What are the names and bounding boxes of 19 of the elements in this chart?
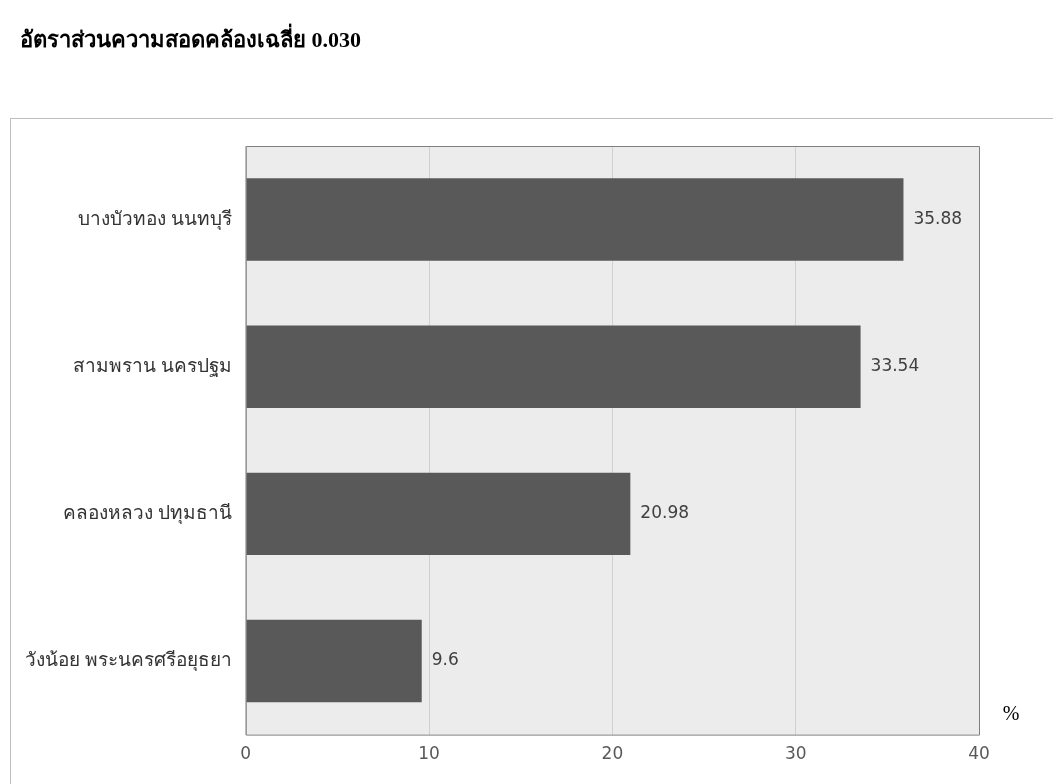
data-label: 35.88 (913, 208, 963, 228)
y-tick-label: บางบัวทอง นนทบุรี (78, 207, 232, 231)
bar (246, 472, 631, 556)
x-tick-label: 10 (418, 743, 440, 764)
y-tick-label: สามพราน นครปฐม (73, 354, 232, 377)
x-tick-label: 30 (784, 743, 807, 764)
x-tick-label: 40 (968, 743, 990, 764)
data-label: 33.54 (870, 355, 920, 376)
chart-title: อัตราส่วนความสอดคล้องเฉลี่ย 0.030 (20, 22, 361, 54)
data-label: 20.98 (640, 502, 690, 523)
bar (246, 178, 904, 261)
bar (246, 325, 861, 408)
y-tick-label: คลองหลวง ปทุมธานี (63, 501, 232, 525)
bar (246, 619, 422, 703)
x-tick-label: 0 (240, 743, 252, 764)
x-tick-label: 20 (601, 743, 624, 764)
y-tick-label: วังน้อย พระนครศรีอยุธยา (25, 649, 232, 673)
x-axis-title: % (1002, 701, 1020, 724)
data-label: 9.6 (431, 649, 459, 670)
